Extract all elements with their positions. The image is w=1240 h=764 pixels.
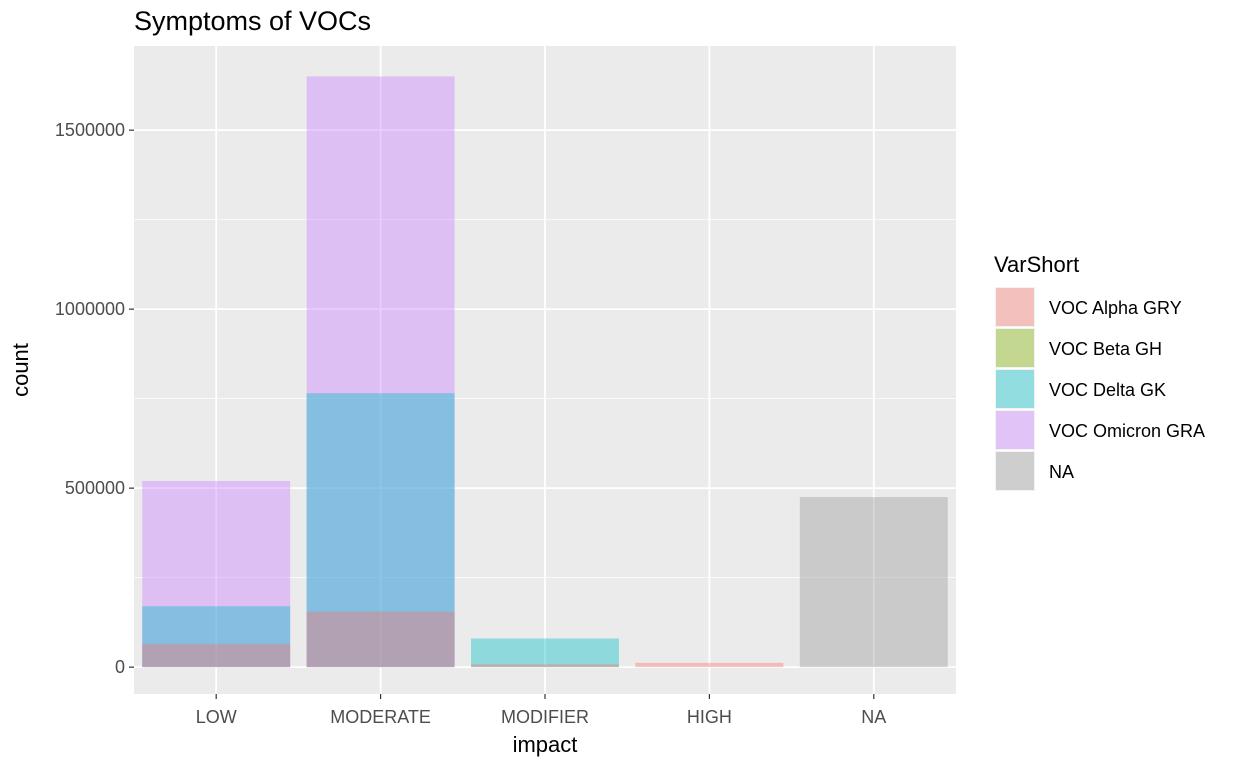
legend-label: VOC Delta GK	[1049, 380, 1166, 400]
bar	[142, 643, 291, 668]
legend-items: VOC Alpha GRY VOC Beta GH VOC Delta GK VOC …	[995, 287, 1205, 491]
legend-swatch	[996, 411, 1034, 449]
chart-title: Symptoms of VOCs	[134, 6, 371, 36]
legend-key	[995, 369, 1035, 409]
bar	[306, 611, 455, 668]
bar	[142, 480, 291, 668]
x-tick-label: HIGH	[687, 707, 732, 727]
legend-key-background	[995, 369, 1035, 409]
y-tick-label: 500000	[65, 478, 125, 498]
y-axis-ticks: 0 500000 1000000 1500000	[55, 120, 134, 677]
legend-label: VOC Beta GH	[1049, 339, 1162, 359]
legend-swatch	[996, 288, 1034, 326]
grid-lines	[134, 46, 956, 694]
legend-key-background	[995, 328, 1035, 368]
legend-key-background	[995, 410, 1035, 450]
legend-key	[995, 287, 1035, 327]
x-tick-label: NA	[861, 707, 886, 727]
legend-key-background	[995, 287, 1035, 327]
bar	[306, 76, 455, 668]
y-tick-label: 1500000	[55, 120, 125, 140]
legend-key-background	[995, 451, 1035, 491]
bars	[142, 76, 948, 668]
legend-swatch	[996, 370, 1034, 408]
x-axis-title: impact	[513, 732, 578, 757]
bar	[471, 638, 619, 668]
x-tick-label: MODIFIER	[501, 707, 589, 727]
bar	[799, 497, 948, 668]
bar	[635, 662, 784, 668]
legend-label: VOC Omicron GRA	[1049, 421, 1205, 441]
y-tick-label: 0	[115, 657, 125, 677]
legend-label: NA	[1049, 462, 1074, 482]
x-axis-ticks: LOW MODERATE MODIFIER HIGH NA	[196, 694, 886, 727]
bar	[471, 664, 619, 668]
legend-swatch	[996, 329, 1034, 367]
x-tick-label: LOW	[196, 707, 237, 727]
y-tick-label: 1000000	[55, 299, 125, 319]
bar	[306, 393, 455, 668]
legend-swatch	[996, 452, 1034, 490]
legend-key	[995, 410, 1035, 450]
legend-label: VOC Alpha GRY	[1049, 298, 1182, 318]
legend-title: VarShort	[994, 252, 1079, 277]
bar	[142, 606, 291, 668]
y-axis-title: count	[8, 343, 33, 397]
x-tick-label: MODERATE	[330, 707, 431, 727]
legend-key	[995, 451, 1035, 491]
legend-key	[995, 328, 1035, 368]
legend: VarShort VOC Alpha GRY VOC Beta GH VOC Del…	[994, 252, 1205, 491]
